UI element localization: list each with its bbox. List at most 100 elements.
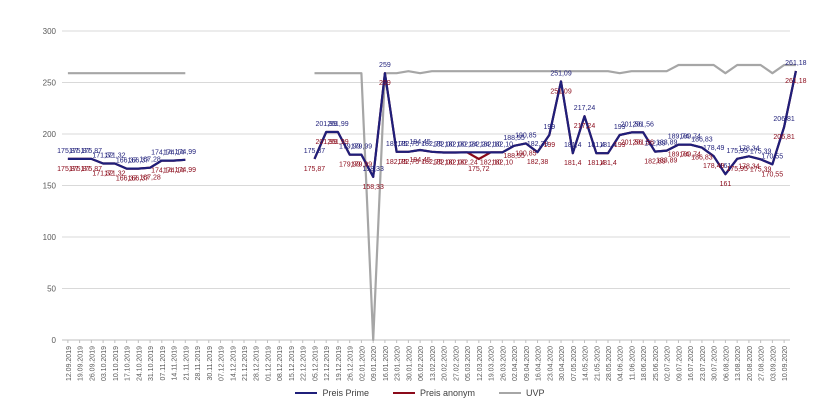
x-tick-label: 09.04.2020 bbox=[524, 346, 531, 381]
data-label-preis-prime: 259 bbox=[379, 62, 391, 69]
data-label-preis-anonym: 182,10 bbox=[492, 159, 514, 166]
x-tick-label: 23.04.2020 bbox=[547, 346, 554, 381]
data-label-preis-anonym: 161 bbox=[720, 181, 732, 188]
x-tick-label: 26.12.2019 bbox=[348, 346, 355, 381]
x-tick-label: 31.10.2019 bbox=[148, 346, 155, 381]
data-label-preis-anonym: 188,55 bbox=[503, 153, 525, 160]
x-tick-label: 30.01.2020 bbox=[406, 346, 413, 381]
data-label-preis-anonym: 181,4 bbox=[564, 160, 582, 167]
x-tick-label: 07.05.2020 bbox=[571, 346, 578, 381]
data-label-preis-prime: 182,75 bbox=[398, 141, 420, 148]
data-label-preis-anonym: 174,14 bbox=[163, 168, 185, 175]
x-tick-label: 13.08.2020 bbox=[735, 346, 742, 381]
x-tick-label: 09.07.2020 bbox=[676, 346, 683, 381]
data-label-preis-anonym: 175,87 bbox=[69, 166, 91, 173]
x-tick-label: 08.12.2019 bbox=[277, 346, 284, 381]
x-tick-label: 17.10.2019 bbox=[125, 346, 132, 381]
data-label-preis-prime: 182,89 bbox=[644, 141, 666, 148]
x-tick-label: 20.08.2020 bbox=[747, 346, 754, 381]
data-label-preis-prime: 182,10 bbox=[480, 141, 502, 148]
data-label-preis-anonym: 158,33 bbox=[362, 184, 384, 191]
y-tick-label: 150 bbox=[43, 182, 57, 191]
data-label-preis-prime: 179,99 bbox=[351, 144, 373, 151]
x-tick-label: 26.09.2019 bbox=[89, 346, 96, 381]
x-tick-label: 21.12.2019 bbox=[242, 346, 249, 381]
x-tick-label: 02.01.2020 bbox=[359, 346, 366, 381]
data-label-preis-anonym: 182,38 bbox=[527, 159, 549, 166]
data-label-preis-prime: 182,24 bbox=[468, 141, 490, 148]
data-label-preis-anonym: 175,87 bbox=[304, 166, 326, 173]
data-label-preis-anonym: 201,99 bbox=[327, 139, 349, 146]
data-label-preis-anonym: 171,32 bbox=[92, 171, 114, 178]
data-label-preis-prime: 166,37 bbox=[128, 158, 150, 165]
data-label-preis-prime: 182,10 bbox=[492, 141, 514, 148]
data-label-preis-prime: 175,95 bbox=[726, 148, 748, 155]
y-tick-label: 100 bbox=[43, 233, 57, 242]
x-tick-label: 07.12.2019 bbox=[219, 346, 226, 381]
x-tick-label: 02.07.2020 bbox=[665, 346, 672, 381]
data-labels: 175,87175,87175,87171,32171,32166,37166,… bbox=[57, 60, 807, 191]
x-tick-label: 30.11.2019 bbox=[207, 346, 214, 381]
data-label-preis-prime: 182,38 bbox=[527, 141, 549, 148]
legend-item-preis-anonym[interactable]: Preis anonym bbox=[392, 388, 476, 398]
data-label-preis-anonym: 174,99 bbox=[175, 167, 197, 174]
x-tick-label: 03.09.2020 bbox=[770, 346, 777, 381]
data-label-preis-prime: 178,34 bbox=[738, 145, 760, 152]
x-tick-label: 07.11.2019 bbox=[160, 346, 167, 381]
data-label-preis-prime: 201,99 bbox=[315, 121, 337, 128]
data-label-preis-prime: 175,39 bbox=[750, 148, 772, 155]
y-tick-label: 200 bbox=[43, 130, 57, 139]
data-label-preis-anonym: 201,56 bbox=[633, 139, 655, 146]
x-tick-label: 26.03.2020 bbox=[500, 346, 507, 381]
x-tick-label: 04.06.2020 bbox=[618, 346, 625, 381]
data-label-preis-prime: 201,56 bbox=[633, 121, 655, 128]
data-label-preis-anonym: 167,28 bbox=[139, 175, 161, 182]
data-label-preis-anonym: 181,4 bbox=[599, 160, 617, 167]
legend-label-uvp: UVP bbox=[526, 388, 545, 398]
data-label-preis-prime: 171,32 bbox=[104, 153, 126, 160]
x-tick-label: 21.11.2019 bbox=[183, 346, 190, 381]
x-tick-label: 13.02.2020 bbox=[430, 346, 437, 381]
data-label-preis-anonym: 182,89 bbox=[644, 159, 666, 166]
data-label-preis-prime: 175,87 bbox=[304, 148, 326, 155]
x-tick-label: 05.12.2019 bbox=[312, 346, 319, 381]
y-tick-label: 0 bbox=[52, 336, 57, 345]
x-tick-label: 15.12.2019 bbox=[289, 346, 296, 381]
data-label-preis-prime: 166,37 bbox=[116, 158, 138, 165]
x-tick-label: 12.09.2019 bbox=[66, 346, 73, 381]
data-label-preis-prime: 182,75 bbox=[421, 141, 443, 148]
data-label-preis-prime: 261,18 bbox=[785, 60, 807, 67]
data-label-preis-anonym: 251,09 bbox=[550, 88, 572, 95]
x-tick-label: 23.07.2020 bbox=[700, 346, 707, 381]
data-label-preis-anonym: 175,95 bbox=[726, 166, 748, 173]
data-label-preis-prime: 182,00 bbox=[433, 142, 455, 149]
data-label-preis-prime: 175,87 bbox=[81, 148, 103, 155]
series-line-uvp bbox=[67, 63, 796, 342]
x-tick-label: 14.05.2020 bbox=[583, 346, 590, 381]
data-label-preis-anonym: 199 bbox=[614, 142, 626, 149]
data-label-preis-prime: 171,32 bbox=[92, 153, 114, 160]
series-lines bbox=[67, 63, 797, 342]
data-label-preis-prime: 206,81 bbox=[773, 116, 795, 123]
legend-item-uvp[interactable]: UVP bbox=[499, 388, 545, 398]
data-label-preis-prime: 199 bbox=[543, 124, 555, 131]
data-label-preis-prime: 201,56 bbox=[621, 121, 643, 128]
x-tick-label: 10.10.2019 bbox=[113, 346, 120, 381]
x-tick-label: 30.07.2020 bbox=[712, 346, 719, 381]
y-tick-label: 50 bbox=[47, 285, 56, 294]
x-tick-label: 20.02.2020 bbox=[442, 346, 449, 381]
data-label-preis-prime: 175,87 bbox=[57, 148, 79, 155]
legend-item-preis-prime[interactable]: Preis Prime bbox=[295, 388, 369, 398]
legend-label-preis-anonym: Preis anonym bbox=[419, 388, 476, 398]
data-label-preis-anonym: 182,00 bbox=[445, 160, 467, 167]
x-tick-label: 25.06.2020 bbox=[653, 346, 660, 381]
x-tick-label: 22.12.2019 bbox=[301, 346, 308, 381]
x-tick-label: 12.03.2020 bbox=[477, 346, 484, 381]
data-label-preis-anonym: 182,24 bbox=[456, 159, 478, 166]
data-label-preis-prime: 188,55 bbox=[503, 135, 525, 142]
x-axis: 12.09.2019 19.09.2019 26.09.2019 03.10.2019… bbox=[62, 339, 790, 381]
data-label-preis-prime: 167,28 bbox=[139, 157, 161, 164]
data-label-preis-anonym: 182,00 bbox=[433, 160, 455, 167]
series-line-preis-prime bbox=[67, 70, 797, 178]
